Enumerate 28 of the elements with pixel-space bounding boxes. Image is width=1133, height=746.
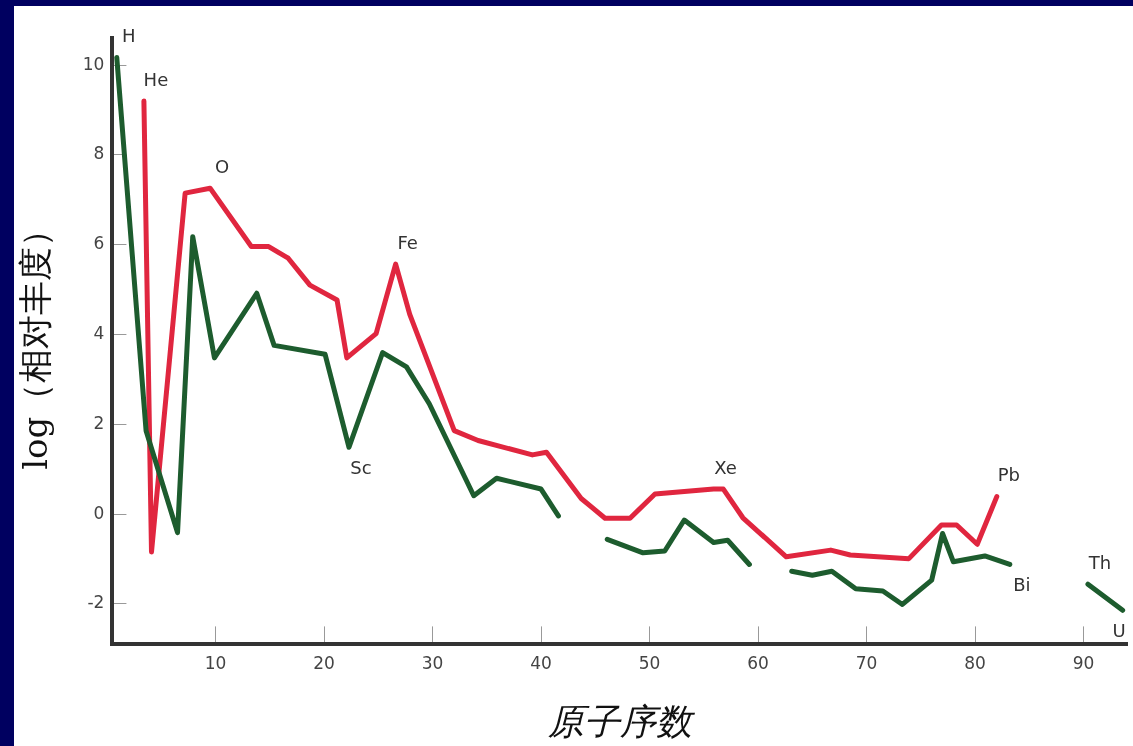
annotation: Pb — [997, 464, 1020, 486]
x-tick-label: 30 — [421, 653, 444, 674]
x-tick-label: 70 — [855, 653, 878, 674]
annotation: Sc — [350, 456, 372, 478]
x-tick-label: 20 — [313, 653, 335, 674]
x-tick-label: 10 — [204, 653, 227, 674]
x-tick-label: 60 — [747, 653, 769, 674]
y-tick-label: 4 — [93, 322, 105, 343]
annotation: He — [143, 68, 169, 90]
y-tick-label: -2 — [87, 592, 105, 613]
x-axis-title: 原子序数 — [547, 700, 696, 742]
y-tick-label: 0 — [93, 502, 105, 523]
x-tick-label: 40 — [530, 653, 552, 674]
annotation: O — [215, 155, 230, 177]
y-tick-label: 2 — [93, 412, 105, 433]
x-tick-label: 80 — [964, 653, 986, 674]
y-tick-label: 10 — [82, 53, 105, 74]
y-tick-label: 8 — [93, 143, 105, 164]
annotation: Xe — [714, 456, 737, 478]
annotation: Bi — [1013, 574, 1031, 596]
y-tick-label: 6 — [93, 233, 105, 254]
x-tick-label: 90 — [1072, 653, 1095, 674]
annotation: Fe — [397, 231, 418, 253]
x-tick-label: 50 — [638, 653, 661, 674]
annotation: U — [1112, 619, 1126, 641]
y-axis-title: log（相对丰度） — [15, 212, 56, 470]
annotation: H — [122, 25, 136, 47]
annotation: Th — [1087, 551, 1112, 573]
